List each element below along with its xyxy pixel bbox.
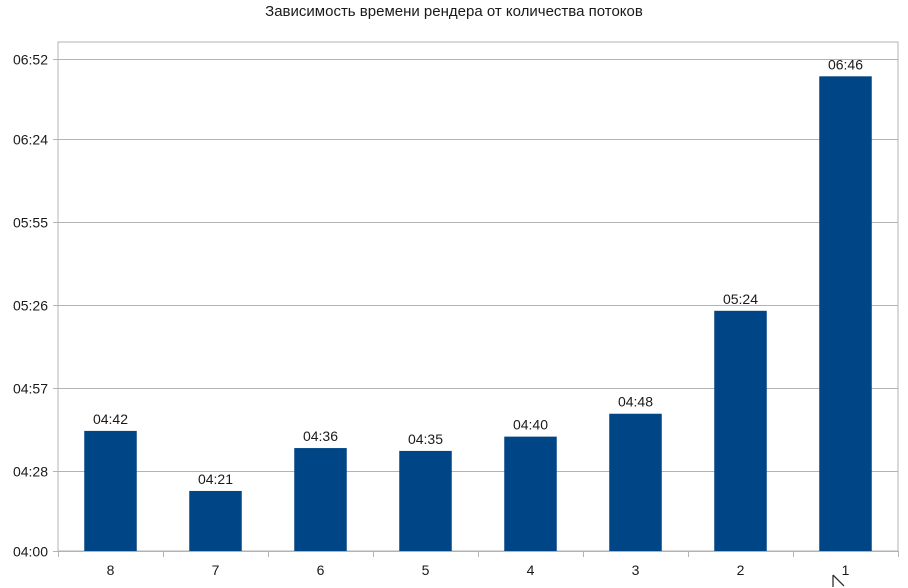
- plot-area-frame: [57, 41, 899, 552]
- chart-title: Зависимость времени рендера от количеств…: [265, 3, 643, 20]
- x-tick-label: 3: [632, 562, 640, 578]
- x-tick-label: 6: [317, 562, 325, 578]
- x-tick-label: 1: [842, 562, 850, 578]
- bar-value-label: 04:48: [618, 394, 653, 410]
- x-tick-label: 5: [422, 562, 430, 578]
- bar: [399, 450, 452, 551]
- bar: [189, 490, 242, 551]
- bar: [714, 310, 767, 551]
- bar: [819, 76, 872, 551]
- gridlines: [57, 41, 899, 552]
- y-tick-label: 04:28: [13, 464, 48, 480]
- bar-value-label: 04:40: [513, 417, 548, 433]
- x-tick-label: 7: [212, 562, 220, 578]
- bar: [609, 413, 662, 551]
- y-tick-label: 04:57: [13, 381, 48, 397]
- y-tick-label: 05:26: [13, 298, 48, 314]
- y-tick-label: 04:00: [13, 544, 48, 560]
- bar-value-label: 04:36: [303, 428, 338, 444]
- bar-value-label: 05:24: [723, 291, 758, 307]
- x-tick-label: 8: [107, 562, 115, 578]
- bar: [504, 436, 557, 551]
- y-tick-label: 06:24: [13, 132, 48, 148]
- x-tick-label: 4: [527, 562, 535, 578]
- bar-value-label: 04:21: [198, 471, 233, 487]
- y-tick-label: 06:52: [13, 52, 48, 68]
- bar: [294, 448, 347, 551]
- mouse-cursor-icon: [832, 574, 845, 587]
- y-tick-label: 05:55: [13, 215, 48, 231]
- bar: [84, 430, 137, 551]
- bar-value-label: 04:42: [93, 411, 128, 427]
- axes: 04:00 04:28 04:57 05:26 05:55 06:24 06:52 8 7 6 5 4…: [13, 52, 899, 578]
- x-tick-label: 2: [737, 562, 745, 578]
- bars: [84, 76, 872, 551]
- data-labels: 04:42 04:21 04:36 04:35 04:40 04:48 05:24 06:46: [93, 56, 863, 487]
- bar-value-label: 04:35: [408, 431, 443, 447]
- bar-value-label: 06:46: [828, 56, 863, 72]
